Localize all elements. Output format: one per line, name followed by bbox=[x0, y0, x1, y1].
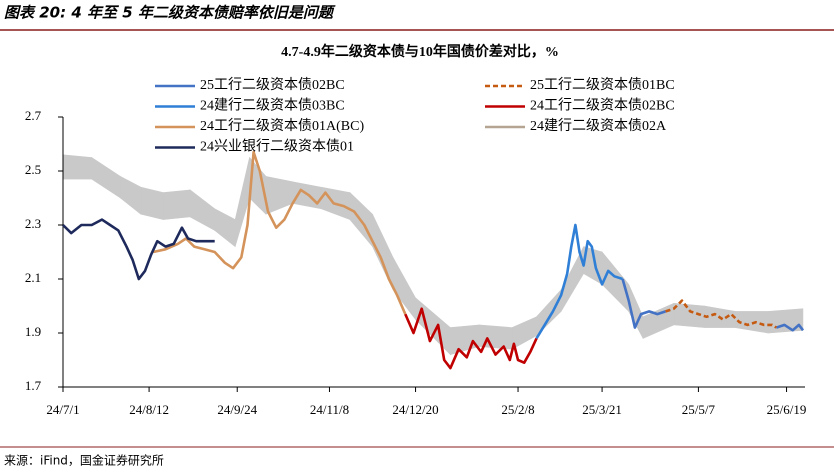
y-tick-label: 2.5 bbox=[25, 162, 41, 177]
range-band bbox=[140, 186, 164, 220]
legend-label: 24工行二级资本债02BC bbox=[530, 98, 675, 114]
series-line bbox=[665, 299, 778, 329]
range-band bbox=[601, 251, 630, 313]
x-tick-label: 25/6/19 bbox=[767, 402, 807, 417]
source: 来源：iFind，国金证券研究所 bbox=[4, 453, 164, 468]
legend-label: 24兴业银行二级资本债01 bbox=[200, 139, 354, 155]
x-tick-label: 24/9/24 bbox=[217, 402, 257, 417]
x-tick-label: 25/3/21 bbox=[582, 402, 622, 417]
range-band bbox=[642, 302, 675, 339]
x-tick-label: 24/8/12 bbox=[129, 402, 169, 417]
series-line bbox=[621, 278, 667, 329]
series-line bbox=[62, 218, 215, 281]
range-band bbox=[163, 189, 191, 220]
x-tick-label: 25/5/7 bbox=[682, 402, 716, 417]
range-band bbox=[214, 208, 236, 248]
y-tick-label: 2.3 bbox=[25, 216, 41, 231]
range-band bbox=[189, 189, 215, 231]
range-band bbox=[91, 156, 121, 199]
y-tick-label: 2.1 bbox=[25, 270, 41, 285]
range-band bbox=[536, 289, 562, 337]
range-band bbox=[767, 308, 804, 334]
range-band bbox=[62, 154, 92, 180]
series-line bbox=[775, 323, 805, 332]
page-title: 图表 20: 4 年至 5 年二级资本债赔率依旧是问题 bbox=[4, 4, 336, 22]
chart-title: 4.7-4.9年二级资本债与10年国债价差对比，% bbox=[281, 43, 559, 60]
y-tick-label: 1.7 bbox=[25, 378, 42, 393]
x-tick-label: 25/2/8 bbox=[501, 402, 534, 417]
range-band bbox=[415, 297, 451, 356]
series-line bbox=[404, 307, 538, 370]
legend-label: 25工行二级资本债01BC bbox=[530, 77, 675, 93]
series-line bbox=[535, 223, 624, 340]
x-tick-label: 24/12/20 bbox=[392, 402, 438, 417]
series-line bbox=[152, 150, 407, 315]
x-tick-label: 24/11/8 bbox=[310, 402, 349, 417]
range-band bbox=[120, 175, 142, 215]
legend-label: 24工行二级资本债01A(BC) bbox=[200, 118, 364, 134]
range-band bbox=[450, 324, 480, 355]
x-tick-label: 24/7/1 bbox=[46, 402, 79, 417]
range-band bbox=[234, 157, 250, 247]
legend-label: 25工行二级资本债02BC bbox=[200, 77, 345, 93]
y-tick-label: 1.9 bbox=[25, 324, 41, 339]
legend-label: 24建行二级资本债02A bbox=[530, 118, 667, 134]
y-tick-label: 2.7 bbox=[25, 108, 42, 123]
legend-label: 24建行二级资本债03BC bbox=[200, 98, 345, 114]
